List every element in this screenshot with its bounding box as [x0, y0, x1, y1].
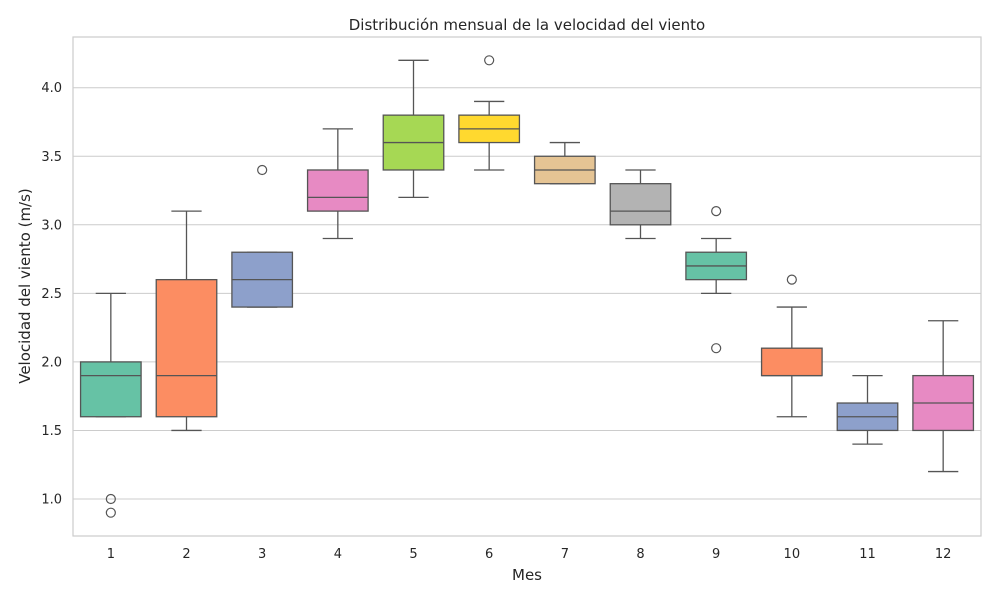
x-tick-label: 10 [784, 547, 801, 562]
box-iqr [609, 183, 672, 226]
box-month-10 [760, 274, 823, 418]
y-tick-label: 3.5 [41, 150, 62, 165]
box-month-9 [685, 206, 748, 354]
box-month-11 [836, 374, 899, 445]
y-tick-label: 3.0 [41, 218, 62, 233]
chart-title: Distribución mensual de la velocidad del… [349, 16, 705, 34]
x-tick-label: 6 [485, 547, 493, 562]
outlier-point [786, 274, 797, 285]
box-month-5 [382, 59, 445, 199]
x-axis-label: Mes [512, 566, 542, 584]
y-tick-labels: 1.0 1.5 2.0 2.5 3.0 3.5 4.0 [41, 81, 62, 507]
x-tick-label: 7 [561, 547, 569, 562]
box-iqr [79, 361, 142, 418]
outlier-point [711, 206, 722, 217]
outlier-point [257, 164, 268, 176]
box-iqr [760, 347, 823, 377]
y-tick-label: 2.5 [41, 287, 62, 302]
x-tick-label: 3 [258, 547, 266, 562]
box-month-6 [458, 55, 521, 171]
x-tick-label: 2 [182, 547, 190, 562]
boxes [79, 55, 975, 518]
box-iqr [155, 278, 218, 418]
x-tick-label: 8 [636, 547, 644, 562]
box-month-4 [306, 128, 369, 240]
x-tick-labels: 1 2 3 4 5 6 7 8 9 10 11 12 [107, 547, 952, 562]
x-tick-label: 1 [107, 547, 115, 562]
box-month-8 [609, 169, 672, 240]
outlier-point [105, 507, 116, 518]
box-month-3 [231, 164, 294, 308]
box-iqr [306, 169, 369, 212]
outlier-point [105, 493, 116, 505]
x-tick-label: 12 [935, 547, 952, 562]
gridlines [73, 87, 981, 500]
outlier-point [484, 55, 495, 66]
box-month-7 [533, 141, 596, 185]
box-month-12 [912, 320, 975, 473]
x-tick-label: 11 [859, 547, 876, 562]
x-tick-label: 4 [334, 547, 342, 562]
y-tick-label: 1.0 [41, 492, 62, 507]
box-month-1 [79, 292, 142, 518]
x-tick-label: 5 [409, 547, 417, 562]
x-tick-label: 9 [712, 547, 720, 562]
y-axis-label: Velocidad del viento (m/s) [16, 188, 34, 384]
y-tick-label: 1.5 [41, 424, 62, 439]
y-tick-label: 4.0 [41, 81, 62, 96]
outlier-point [711, 343, 722, 354]
y-tick-label: 2.0 [41, 355, 62, 370]
plot-frame [72, 36, 982, 537]
box-month-2 [155, 210, 218, 432]
